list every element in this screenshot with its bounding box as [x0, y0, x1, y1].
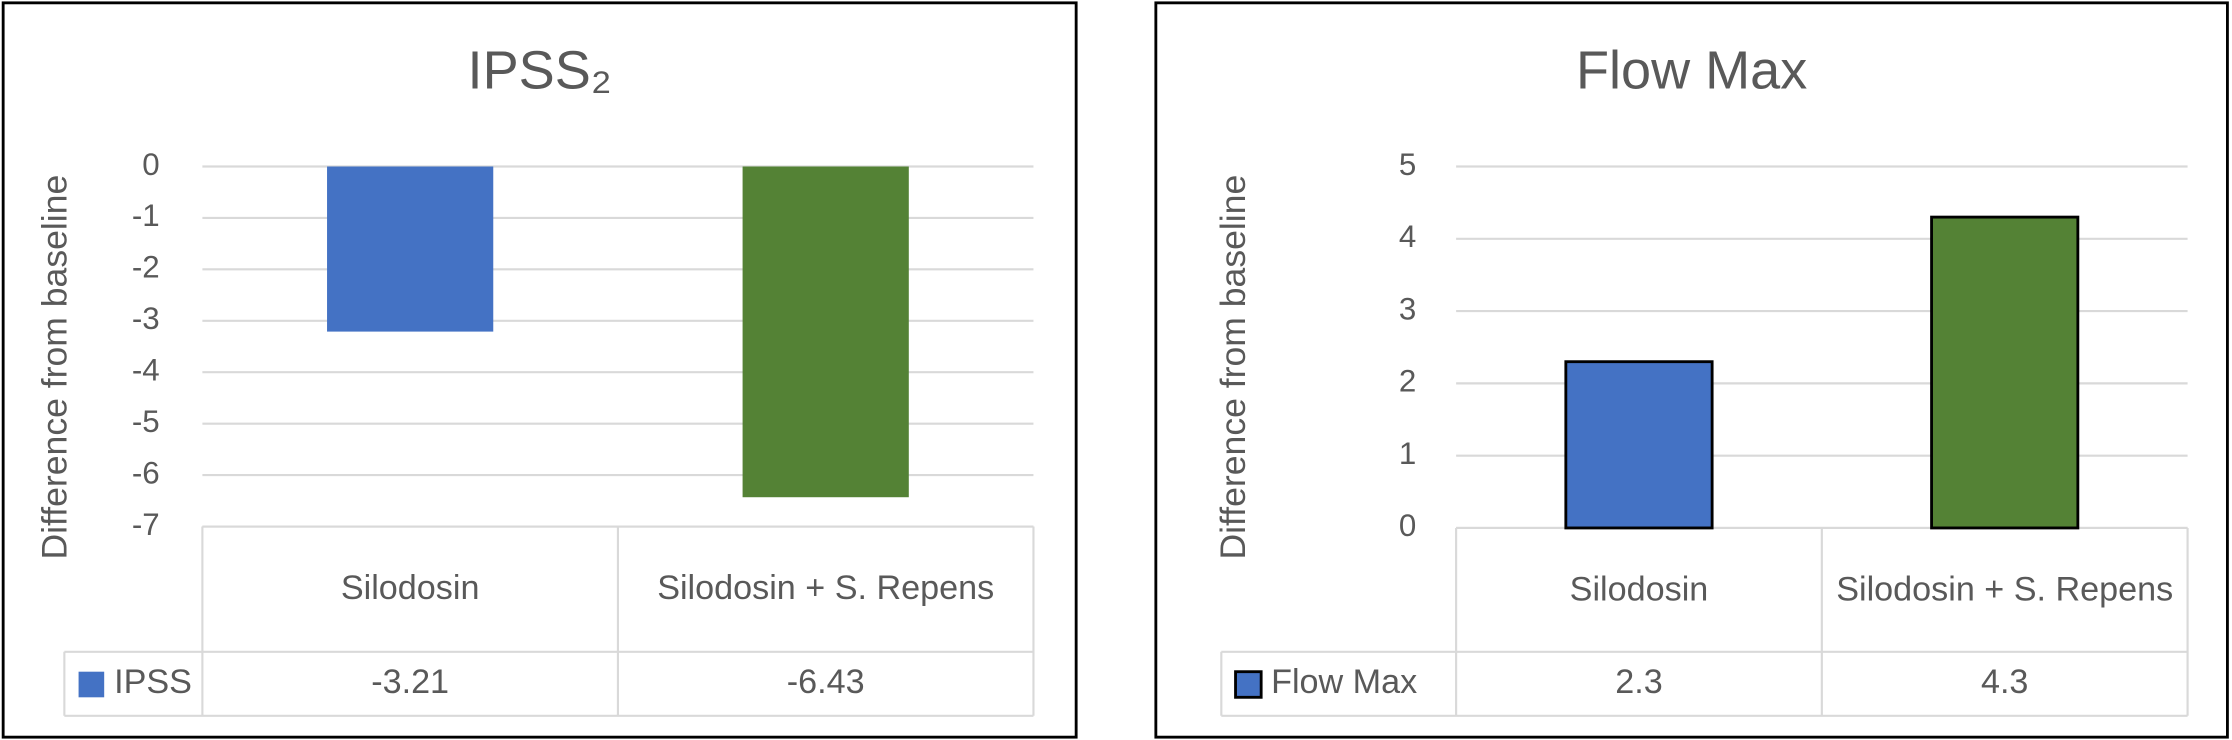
bar — [1930, 215, 2080, 530]
y-tick-label: 0 — [142, 147, 159, 182]
x-tick-label: Silodosin + S. Repens — [1836, 569, 2174, 609]
legend-label: Flow Max — [1271, 663, 1417, 701]
y-tick-label: -1 — [132, 198, 160, 233]
table-value: 4.3 — [1981, 663, 2028, 701]
y-axis-label: Difference from baseline — [35, 175, 75, 560]
y-tick-label: -5 — [132, 404, 160, 439]
chart-title: Flow Max — [1576, 40, 1807, 100]
chart-title: IPSS₂ — [468, 40, 612, 100]
y-axis-label: Difference from baseline — [1213, 175, 1253, 560]
y-tick-label: -2 — [132, 250, 160, 285]
y-tick-label: -7 — [132, 507, 160, 542]
x-tick-label: Silodosin — [340, 569, 480, 608]
y-tick-label: 5 — [1399, 147, 1416, 182]
table-value: 2.3 — [1615, 663, 1662, 701]
category-cell: Silodosin — [340, 569, 480, 608]
category-cell: Silodosin — [1569, 569, 1709, 609]
category-cell: Silodosin + S. Repens — [1836, 569, 2174, 609]
y-tick-label: -4 — [132, 353, 160, 388]
legend-label: IPSS — [114, 663, 192, 701]
category-cell: Silodosin + S. Repens — [657, 569, 995, 608]
y-tick-label: 2 — [1399, 364, 1416, 399]
y-tick-label: 4 — [1399, 219, 1416, 254]
y-tick-label: -6 — [132, 455, 160, 490]
bar — [1564, 360, 1714, 530]
y-tick-label: 1 — [1399, 436, 1416, 471]
bar — [742, 166, 909, 498]
y-tick-label: 3 — [1399, 291, 1416, 326]
legend-key — [78, 671, 105, 698]
legend-key — [1234, 670, 1263, 699]
x-tick-label: Silodosin — [1569, 569, 1709, 609]
table-value: -3.21 — [371, 663, 449, 701]
x-tick-label: Silodosin + S. Repens — [657, 569, 995, 608]
y-tick-label: 0 — [1399, 508, 1416, 543]
table-value: -6.43 — [787, 663, 865, 701]
bar — [327, 166, 494, 332]
y-tick-label: -3 — [132, 301, 160, 336]
